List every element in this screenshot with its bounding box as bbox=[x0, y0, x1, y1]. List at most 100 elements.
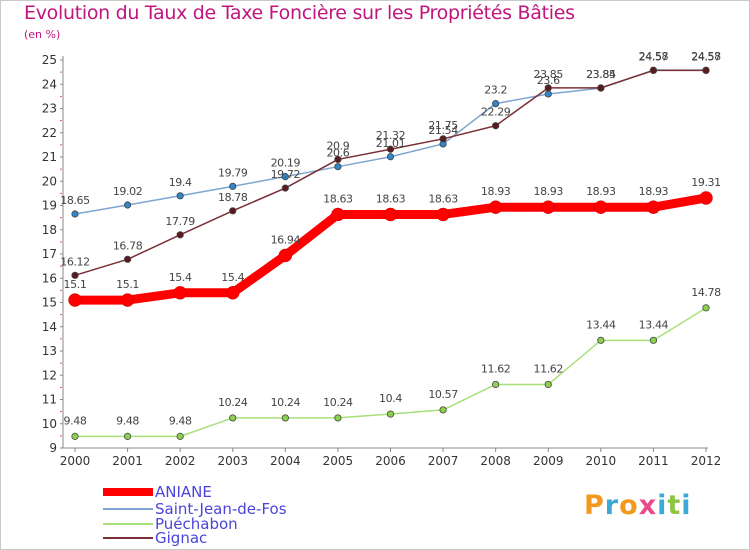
chart-title: Evolution du Taux de Taxe Foncière sur l… bbox=[24, 2, 575, 24]
data-point bbox=[541, 200, 555, 214]
data-point bbox=[123, 432, 132, 440]
data-label: 24.58 bbox=[639, 50, 669, 63]
data-label: 10.57 bbox=[428, 388, 458, 401]
data-label: 18.93 bbox=[586, 185, 616, 198]
legend-item-puechabon[interactable]: Puéchabon bbox=[103, 514, 238, 533]
data-label: 16.12 bbox=[60, 255, 90, 268]
data-label: 21.32 bbox=[376, 129, 406, 142]
y-tick-label: 21 bbox=[42, 150, 57, 164]
data-point bbox=[649, 336, 658, 344]
y-tick-label: 18 bbox=[42, 223, 57, 237]
data-point bbox=[436, 207, 450, 222]
data-point bbox=[386, 153, 395, 161]
data-label: 21.54 bbox=[428, 124, 458, 137]
data-point bbox=[229, 182, 237, 190]
data-label: 18.93 bbox=[481, 185, 511, 198]
data-label: 15.1 bbox=[64, 278, 87, 291]
data-label: 24.57 bbox=[639, 50, 669, 63]
y-tick-label: 19 bbox=[42, 199, 57, 213]
data-label: 23.6 bbox=[537, 74, 560, 87]
data-label: 19.79 bbox=[218, 166, 248, 179]
data-label: 18.93 bbox=[534, 185, 564, 198]
data-label: 13.44 bbox=[586, 318, 616, 331]
data-label: 10.4 bbox=[379, 392, 402, 405]
data-label: 22.29 bbox=[481, 106, 511, 119]
data-label: 18.93 bbox=[639, 185, 669, 198]
data-label: 21.75 bbox=[428, 119, 458, 132]
logo-letter: i bbox=[657, 490, 668, 521]
data-point bbox=[386, 410, 395, 418]
data-label: 23.85 bbox=[586, 68, 616, 81]
x-tick-label: 2011 bbox=[638, 454, 669, 468]
y-tick-label: 9 bbox=[49, 441, 57, 455]
data-point bbox=[173, 286, 187, 300]
legend-label-gignac: Gignac bbox=[155, 528, 208, 547]
y-tick-label: 23 bbox=[42, 102, 57, 116]
data-label: 9.48 bbox=[64, 414, 87, 427]
data-label: 13.44 bbox=[639, 318, 669, 331]
data-point bbox=[334, 163, 342, 171]
legend-swatch-puechabon bbox=[103, 522, 153, 525]
data-label: 20.6 bbox=[326, 147, 349, 160]
series-line bbox=[74, 69, 707, 277]
data-point bbox=[278, 248, 293, 263]
data-label: 18.78 bbox=[218, 191, 248, 204]
data-point bbox=[334, 414, 342, 422]
data-point bbox=[439, 135, 447, 143]
data-point bbox=[702, 304, 710, 312]
data-label: 15.4 bbox=[221, 271, 244, 284]
legend-item-saint-jean-de-fos[interactable]: Saint-Jean-de-Fos bbox=[103, 500, 287, 518]
legend-label-puechabon: Puéchabon bbox=[155, 514, 238, 533]
x-tick-label: 2003 bbox=[217, 454, 248, 468]
legend-item-aniane[interactable]: ANIANE bbox=[103, 483, 212, 501]
data-label: 19.4 bbox=[169, 176, 192, 189]
data-point bbox=[229, 207, 237, 215]
x-tick-label: 2000 bbox=[60, 454, 91, 468]
data-point bbox=[702, 66, 710, 75]
data-point bbox=[281, 414, 289, 422]
logo-letter: P bbox=[584, 490, 605, 521]
x-tick-label: 2002 bbox=[165, 454, 196, 468]
data-point bbox=[649, 66, 658, 75]
data-label: 24.57 bbox=[691, 50, 721, 63]
data-label: 18.65 bbox=[60, 194, 90, 207]
data-point bbox=[594, 200, 608, 214]
data-point bbox=[383, 207, 398, 222]
y-tick-label: 14 bbox=[42, 320, 57, 334]
data-point bbox=[123, 255, 132, 263]
data-point bbox=[71, 210, 79, 218]
y-tick-label: 11 bbox=[42, 393, 57, 407]
logo-letter: i bbox=[681, 490, 692, 521]
data-label: 23.84 bbox=[586, 68, 616, 81]
data-point bbox=[492, 100, 500, 108]
chart-subtitle: (en %) bbox=[24, 28, 61, 41]
data-label: 10.24 bbox=[323, 396, 353, 409]
legend-swatch-gignac bbox=[103, 536, 153, 539]
data-point bbox=[699, 191, 713, 205]
data-label: 15.1 bbox=[116, 278, 139, 291]
data-point bbox=[331, 207, 345, 222]
data-label: 9.48 bbox=[116, 414, 139, 427]
data-point bbox=[439, 406, 447, 414]
data-label: 19.72 bbox=[271, 168, 301, 181]
data-point bbox=[123, 201, 132, 209]
data-point bbox=[488, 200, 503, 214]
data-label: 23.2 bbox=[484, 84, 507, 97]
proxiti-logo: Proxiti bbox=[584, 490, 692, 521]
data-label: 10.24 bbox=[218, 396, 248, 409]
data-point bbox=[176, 432, 184, 440]
x-tick-label: 2007 bbox=[428, 454, 459, 468]
x-tick-label: 2005 bbox=[323, 454, 354, 468]
data-label: 23.85 bbox=[534, 68, 564, 81]
legend-swatch-aniane bbox=[103, 487, 153, 496]
data-label: 20.9 bbox=[326, 139, 349, 152]
y-tick-label: 16 bbox=[42, 271, 57, 285]
legend-item-gignac[interactable]: Gignac bbox=[103, 528, 208, 547]
y-tick-label: 12 bbox=[42, 368, 57, 382]
x-tick-label: 2004 bbox=[270, 454, 301, 468]
data-point bbox=[71, 432, 79, 440]
data-label: 16.78 bbox=[113, 239, 143, 252]
x-tick-label: 2001 bbox=[112, 454, 143, 468]
